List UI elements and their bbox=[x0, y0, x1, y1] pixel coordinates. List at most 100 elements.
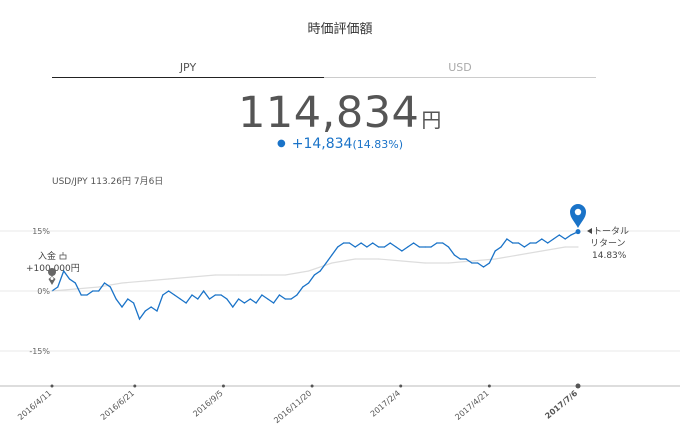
portfolio-point bbox=[214, 294, 216, 296]
portfolio-point bbox=[389, 242, 391, 244]
portfolio-point bbox=[436, 242, 438, 244]
portfolio-point bbox=[162, 294, 164, 296]
portfolio-point bbox=[488, 262, 490, 264]
x-tick-mark bbox=[575, 383, 581, 389]
deposit-label: 入金 bbox=[38, 250, 56, 262]
x-tick-mark bbox=[133, 384, 137, 388]
portfolio-point bbox=[173, 294, 176, 296]
portfolio-point bbox=[68, 278, 71, 280]
portfolio-point bbox=[313, 274, 316, 276]
deposit-pin-icon bbox=[48, 268, 57, 285]
tab-usd[interactable]: USD bbox=[448, 61, 472, 74]
valuation-unit: 円 bbox=[421, 108, 442, 132]
portfolio-point bbox=[109, 286, 111, 288]
portfolio-point bbox=[255, 302, 257, 304]
portfolio-point bbox=[232, 306, 234, 308]
portfolio-point bbox=[57, 286, 59, 288]
deposit-annotation: 入金 +100,000円 bbox=[26, 250, 80, 285]
y-axis-labels: 15% 0% -15% bbox=[29, 227, 50, 356]
benchmark-point bbox=[51, 290, 53, 292]
portfolio-point bbox=[208, 298, 211, 300]
x-tick-label: 2016/9/5 bbox=[191, 389, 224, 419]
portfolio-point bbox=[512, 242, 514, 244]
portfolio-point bbox=[395, 246, 397, 248]
change-percent: (14.83%) bbox=[352, 138, 403, 151]
benchmark-point bbox=[354, 258, 356, 260]
portfolio-point bbox=[74, 282, 76, 284]
benchmark-point bbox=[191, 276, 193, 278]
total-return-annotation: トータル リターン 14.83% bbox=[587, 226, 629, 261]
benchmark-point bbox=[121, 282, 123, 284]
x-tick-label: 2016/4/11 bbox=[16, 389, 53, 422]
benchmark-point bbox=[214, 274, 216, 276]
chart-grid bbox=[0, 230, 680, 352]
portfolio-point bbox=[191, 294, 193, 296]
portfolio-point bbox=[558, 234, 560, 236]
portfolio-point bbox=[296, 294, 298, 296]
portfolio-point bbox=[564, 238, 566, 240]
benchmark-point bbox=[471, 260, 473, 262]
portfolio-point bbox=[331, 254, 333, 256]
portfolio-point bbox=[465, 258, 467, 260]
portfolio-point bbox=[144, 310, 146, 312]
x-tick-label: 2016/6/21 bbox=[99, 389, 136, 422]
valuation-change: ● +14,834(14.83%) bbox=[0, 136, 680, 152]
portfolio-point bbox=[372, 242, 374, 244]
change-dot-icon: ● bbox=[277, 138, 286, 149]
portfolio-point bbox=[517, 242, 520, 244]
benchmark-point bbox=[447, 262, 450, 264]
portfolio-point bbox=[500, 246, 502, 248]
portfolio-point bbox=[127, 298, 129, 300]
x-tick-label: 2017/7/6 bbox=[543, 388, 579, 420]
portfolio-point bbox=[360, 242, 362, 244]
portfolio-point bbox=[453, 254, 455, 256]
portfolio-point bbox=[529, 242, 531, 244]
portfolio-point bbox=[98, 290, 100, 292]
benchmark-point bbox=[401, 260, 403, 262]
portfolio-point bbox=[407, 246, 409, 248]
portfolio-point bbox=[121, 306, 123, 308]
portfolio-point bbox=[552, 238, 555, 240]
benchmark-point bbox=[307, 270, 310, 272]
benchmark-point bbox=[98, 286, 100, 288]
portfolio-point bbox=[366, 246, 368, 248]
portfolio-point bbox=[442, 242, 444, 244]
valuation-amount: 114,834 円 bbox=[0, 88, 680, 138]
benchmark-point bbox=[284, 274, 286, 276]
y-tick-label: 0% bbox=[37, 287, 50, 296]
benchmark-point bbox=[541, 250, 543, 252]
portfolio-point bbox=[459, 258, 461, 260]
portfolio-point bbox=[541, 238, 543, 240]
benchmark-point bbox=[377, 258, 380, 260]
portfolio-point bbox=[272, 302, 275, 304]
portfolio-point bbox=[156, 310, 158, 312]
portfolio-point bbox=[226, 298, 228, 300]
total-return-line1: トータル bbox=[593, 226, 629, 237]
x-axis-ticks: 2016/4/11 2016/6/21 2016/9/5 2016/11/20 2017… bbox=[16, 383, 581, 425]
benchmark-line bbox=[51, 246, 578, 292]
tab-jpy[interactable]: JPY bbox=[179, 61, 197, 74]
portfolio-point bbox=[494, 250, 496, 252]
portfolio-point bbox=[203, 290, 205, 292]
portfolio-point bbox=[342, 242, 345, 244]
benchmark-point bbox=[424, 262, 426, 264]
benchmark-point bbox=[564, 246, 566, 248]
portfolio-point bbox=[267, 298, 269, 300]
portfolio-point bbox=[482, 266, 485, 268]
portfolio-point bbox=[103, 282, 106, 284]
current-location-pin-icon bbox=[570, 204, 586, 228]
portfolio-point bbox=[302, 286, 304, 288]
portfolio-point bbox=[337, 246, 339, 248]
benchmark-point bbox=[331, 262, 333, 264]
portfolio-point bbox=[348, 242, 351, 244]
portfolio-point bbox=[284, 298, 286, 300]
portfolio-point bbox=[325, 262, 327, 264]
portfolio-point bbox=[418, 246, 420, 248]
x-tick-label: 2017/2/4 bbox=[369, 389, 402, 419]
portfolio-point bbox=[547, 242, 549, 244]
portfolio-point bbox=[290, 298, 292, 300]
building-icon bbox=[59, 252, 67, 260]
portfolio-point bbox=[570, 234, 572, 236]
end-point bbox=[575, 229, 581, 235]
